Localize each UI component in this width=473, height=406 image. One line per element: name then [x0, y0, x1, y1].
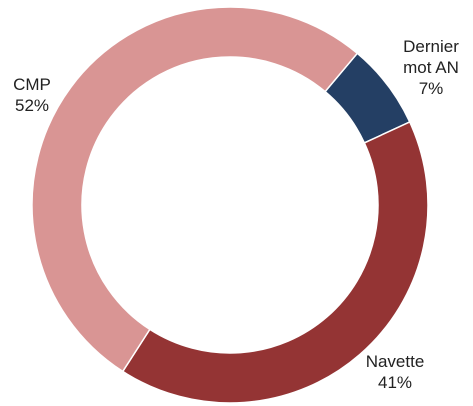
slice-navette — [121, 120, 429, 404]
slice-cmp — [31, 6, 359, 373]
data-label-dernier-mot-an: Dernier mot AN 7% — [403, 37, 459, 98]
data-label-cmp: CMP 52% — [13, 75, 51, 115]
data-label-navette: Navette 41% — [366, 352, 425, 392]
donut-labels: Dernier mot AN 7% Navette 41% CMP 52% — [13, 37, 459, 392]
donut-slices — [31, 6, 429, 404]
